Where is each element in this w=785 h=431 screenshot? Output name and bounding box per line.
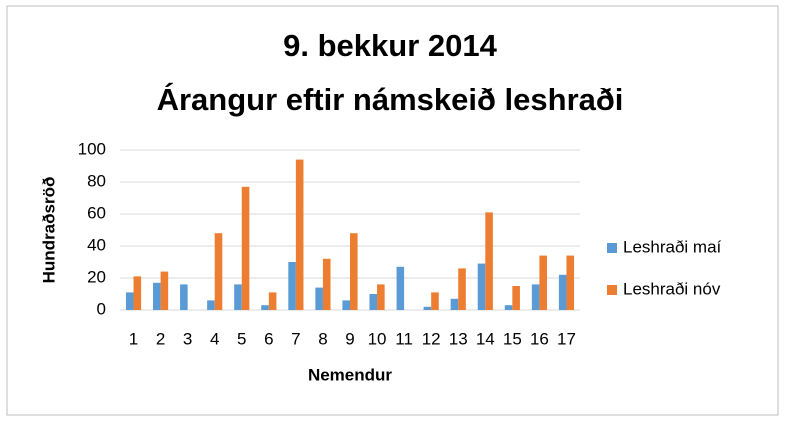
bar (350, 233, 358, 310)
bar (241, 186, 250, 310)
x-tick-label: 7 (291, 329, 300, 348)
x-tick-label: 8 (318, 329, 327, 348)
x-tick-label: 6 (264, 329, 273, 348)
bar (133, 276, 142, 310)
x-tick-label: 15 (503, 329, 522, 348)
y-tick-label: 40 (87, 235, 106, 254)
bar (125, 292, 134, 310)
legend-swatch (607, 285, 617, 295)
bar (539, 255, 547, 310)
bar (261, 305, 269, 310)
bar (504, 305, 513, 310)
bar (566, 255, 575, 310)
x-tick-label: 12 (422, 329, 441, 348)
y-tick-label: 100 (78, 139, 106, 158)
y-tick-label: 80 (87, 171, 106, 190)
x-tick-label: 9 (345, 329, 354, 348)
bar (322, 258, 331, 310)
bar (431, 292, 439, 310)
bar (512, 286, 520, 310)
bar (450, 298, 459, 310)
bar (180, 284, 188, 310)
bar (396, 266, 405, 310)
bar (423, 306, 432, 310)
bar (377, 284, 385, 310)
bar (558, 274, 567, 310)
x-tick-label: 10 (368, 329, 387, 348)
x-axis-label: Nemendur (308, 365, 392, 384)
x-tick-label: 2 (156, 329, 165, 348)
x-tick-label: 5 (237, 329, 246, 348)
bar (268, 292, 277, 310)
bar (207, 300, 215, 310)
x-tick-label: 4 (210, 329, 219, 348)
bar (458, 268, 466, 310)
x-tick-label: 1 (129, 329, 138, 348)
y-axis-label: Hundraðsröð (39, 177, 58, 284)
x-tick-label: 11 (395, 329, 413, 348)
legend-label: Leshraði maí (623, 237, 722, 256)
y-tick-label: 60 (87, 203, 106, 222)
x-tick-label: 14 (476, 329, 495, 348)
chart-border (6, 5, 779, 416)
bar (531, 284, 540, 310)
bar (288, 262, 296, 310)
bar (315, 287, 323, 310)
legend-swatch (607, 243, 617, 253)
bar (295, 159, 304, 310)
y-tick-label: 0 (97, 299, 106, 318)
chart-title: Árangur eftir námskeið leshraði (157, 82, 624, 117)
legend-label: Leshraði nóv (623, 279, 721, 298)
bar (369, 294, 378, 310)
bar (234, 284, 242, 310)
x-tick-label: 16 (530, 329, 549, 348)
bar (342, 300, 350, 310)
x-tick-label: 17 (557, 329, 576, 348)
bar (153, 282, 161, 310)
x-tick-label: 3 (183, 329, 192, 348)
bar (160, 271, 169, 310)
bar (485, 212, 493, 310)
x-tick-label: 13 (449, 329, 468, 348)
bar (214, 233, 223, 310)
chart-title: 9. bekkur 2014 (283, 28, 497, 63)
y-tick-label: 20 (87, 267, 106, 286)
bar (477, 263, 486, 310)
